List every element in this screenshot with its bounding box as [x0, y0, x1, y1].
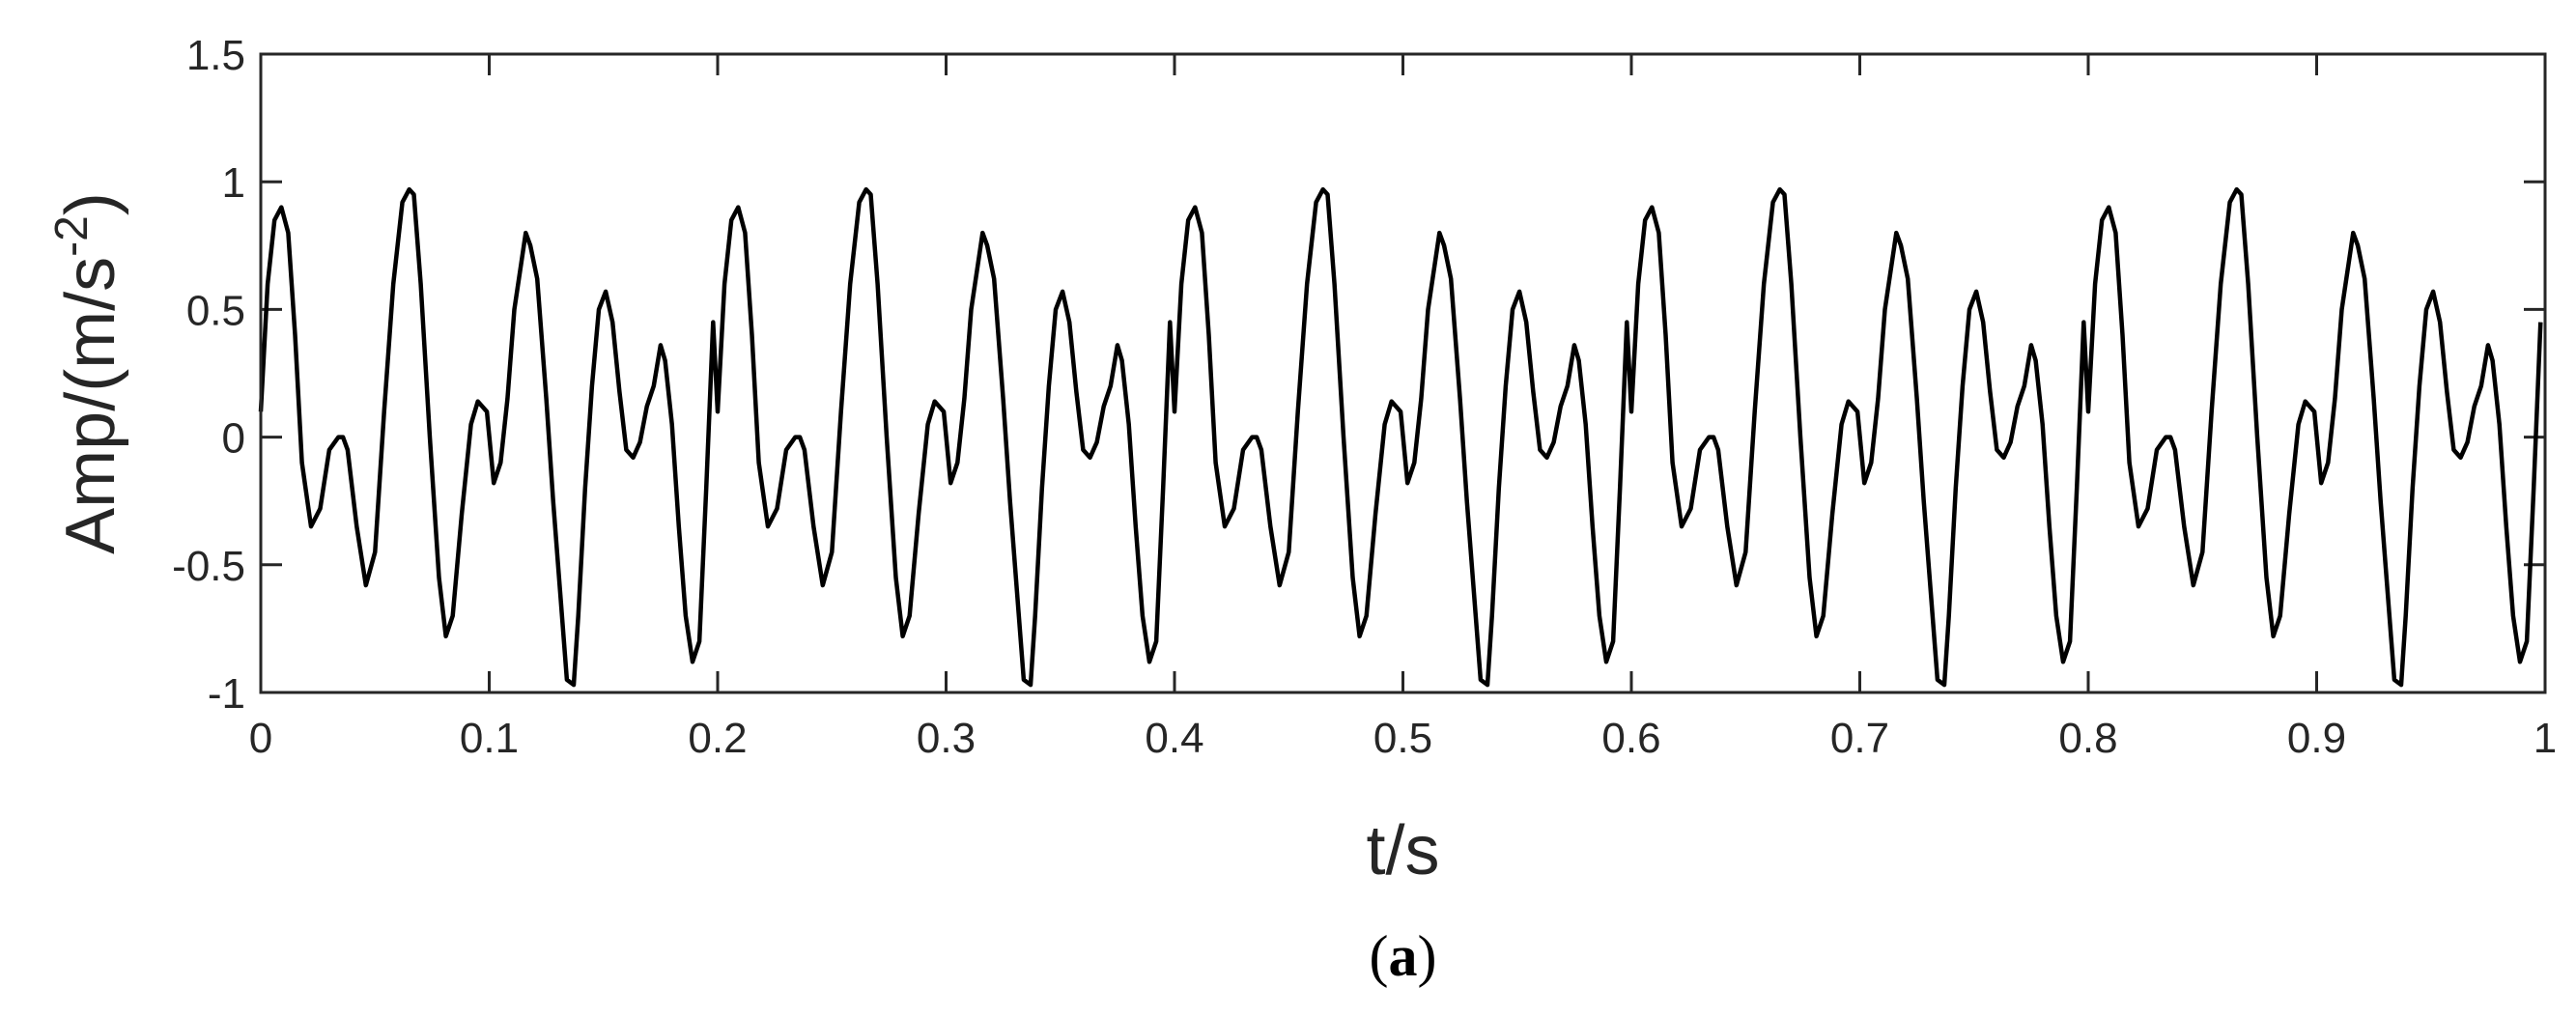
x-tick-label: 1: [2534, 715, 2557, 762]
x-tick-label: 0.1: [460, 715, 519, 762]
y-axis-label: Amp/(m/s-2): [46, 192, 129, 554]
caption-close: ): [1418, 924, 1437, 988]
figure-caption: (a): [1370, 924, 1437, 988]
y-axis-label-suffix: ): [52, 192, 129, 215]
x-tick-label: 0.5: [1373, 715, 1432, 762]
y-tick-label: 0: [222, 415, 245, 463]
x-tick-label: 0.6: [1601, 715, 1660, 762]
x-tick-label: 0.3: [917, 715, 976, 762]
x-axis-label: t/s: [1366, 812, 1439, 889]
y-tick-label: -1: [208, 670, 245, 718]
series-line: [258, 186, 2543, 688]
y-tick-label: 1: [222, 159, 245, 207]
plot-frame: [259, 52, 2547, 694]
x-tick-label: 0: [249, 715, 272, 762]
y-tick-label: 1.5: [186, 32, 245, 79]
y-axis-label-exponent: -2: [46, 215, 98, 257]
x-tick-label: 0.9: [2287, 715, 2346, 762]
x-tick-label: 0.4: [1145, 715, 1203, 762]
y-axis-label-prefix: Amp/(m/s: [52, 257, 129, 554]
x-tick-label: 0.8: [2058, 715, 2117, 762]
x-tick-label: 0.7: [1830, 715, 1889, 762]
x-tick-label: 0.2: [688, 715, 747, 762]
y-tick-label: 0.5: [186, 287, 245, 334]
caption-open: (: [1370, 924, 1389, 988]
y-tick-label: -0.5: [172, 543, 245, 590]
caption-letter: a: [1389, 924, 1418, 988]
